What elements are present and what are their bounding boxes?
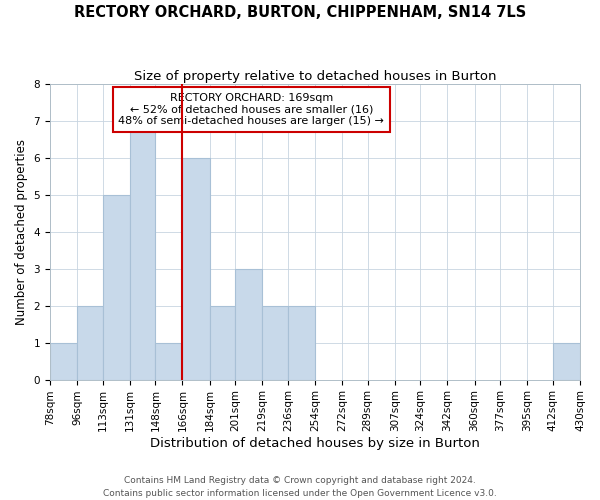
- Text: Contains HM Land Registry data © Crown copyright and database right 2024.
Contai: Contains HM Land Registry data © Crown c…: [103, 476, 497, 498]
- Y-axis label: Number of detached properties: Number of detached properties: [15, 139, 28, 325]
- Bar: [553, 342, 580, 380]
- Bar: [50, 342, 77, 380]
- Bar: [77, 306, 103, 380]
- Bar: [155, 342, 182, 380]
- Title: Size of property relative to detached houses in Burton: Size of property relative to detached ho…: [134, 70, 496, 83]
- X-axis label: Distribution of detached houses by size in Burton: Distribution of detached houses by size …: [150, 437, 480, 450]
- Text: RECTORY ORCHARD: 169sqm
← 52% of detached houses are smaller (16)
48% of semi-de: RECTORY ORCHARD: 169sqm ← 52% of detache…: [118, 93, 384, 126]
- Bar: [130, 121, 155, 380]
- Bar: [235, 269, 262, 380]
- Bar: [262, 306, 288, 380]
- Bar: [103, 195, 130, 380]
- Bar: [288, 306, 315, 380]
- Text: RECTORY ORCHARD, BURTON, CHIPPENHAM, SN14 7LS: RECTORY ORCHARD, BURTON, CHIPPENHAM, SN1…: [74, 5, 526, 20]
- Bar: [182, 158, 209, 380]
- Bar: [209, 306, 235, 380]
